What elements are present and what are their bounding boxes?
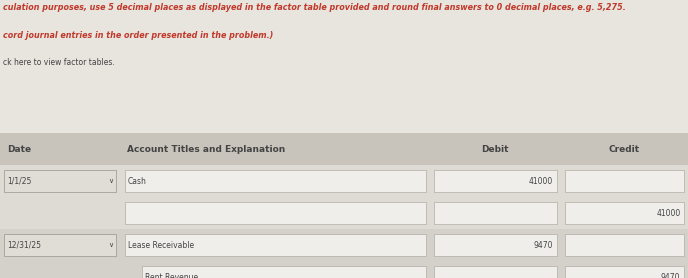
FancyBboxPatch shape [434,202,557,224]
Text: 9470: 9470 [534,241,553,250]
Text: ∨: ∨ [108,178,114,184]
FancyBboxPatch shape [434,266,557,278]
FancyBboxPatch shape [0,197,688,229]
Text: 9470: 9470 [661,273,680,278]
FancyBboxPatch shape [125,234,426,256]
FancyBboxPatch shape [565,266,684,278]
Text: 41000: 41000 [529,177,553,186]
Text: 41000: 41000 [656,209,680,218]
FancyBboxPatch shape [0,261,688,278]
Text: Date: Date [7,145,31,154]
FancyBboxPatch shape [4,234,116,256]
FancyBboxPatch shape [0,229,688,261]
Text: Account Titles and Explanation: Account Titles and Explanation [127,145,286,154]
Text: culation purposes, use 5 decimal places as displayed in the factor table provide: culation purposes, use 5 decimal places … [3,3,626,12]
Text: 1/1/25: 1/1/25 [8,177,32,186]
Text: Debit: Debit [482,145,509,154]
Text: Cash: Cash [128,177,147,186]
Text: cord journal entries in the order presented in the problem.): cord journal entries in the order presen… [3,31,274,39]
Text: Rent Revenue: Rent Revenue [145,273,198,278]
FancyBboxPatch shape [565,234,684,256]
Text: 12/31/25: 12/31/25 [8,241,41,250]
FancyBboxPatch shape [125,202,426,224]
FancyBboxPatch shape [0,165,688,197]
FancyBboxPatch shape [142,266,426,278]
FancyBboxPatch shape [4,170,116,192]
Text: ck here to view factor tables.: ck here to view factor tables. [3,58,115,67]
FancyBboxPatch shape [565,170,684,192]
FancyBboxPatch shape [434,234,557,256]
Text: Lease Receivable: Lease Receivable [128,241,194,250]
FancyBboxPatch shape [565,202,684,224]
FancyBboxPatch shape [125,170,426,192]
FancyBboxPatch shape [434,170,557,192]
Text: Credit: Credit [609,145,640,154]
Text: ∨: ∨ [108,242,114,248]
FancyBboxPatch shape [0,133,688,165]
